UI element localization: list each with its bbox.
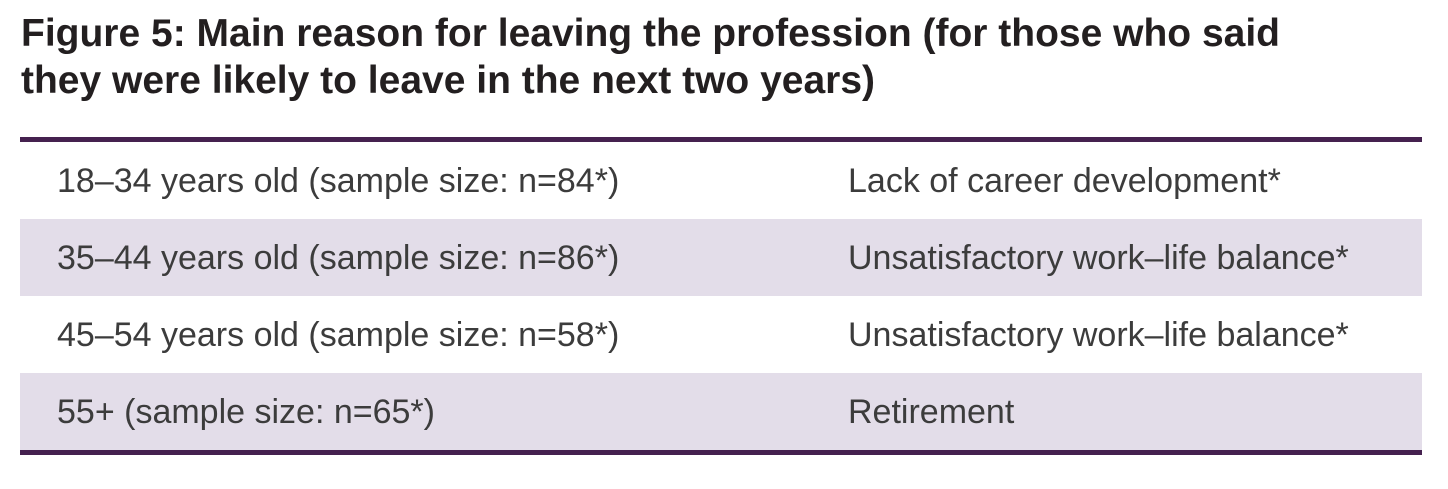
reason-cell: Retirement	[848, 392, 1015, 431]
age-group-cell: 45–54 years old (sample size: n=58*)	[57, 315, 620, 354]
bottom-rule	[20, 450, 1422, 455]
reasons-table: 18–34 years old (sample size: n=84*) Lac…	[20, 142, 1422, 450]
age-group-cell: 18–34 years old (sample size: n=84*)	[57, 161, 620, 200]
top-rule	[20, 137, 1422, 142]
reason-cell: Unsatisfactory work–life balance*	[848, 238, 1349, 277]
table-row: 18–34 years old (sample size: n=84*) Lac…	[20, 142, 1422, 219]
figure-title: Figure 5: Main reason for leaving the pr…	[21, 12, 1281, 102]
table-row: 35–44 years old (sample size: n=86*) Uns…	[20, 219, 1422, 296]
table-row: 45–54 years old (sample size: n=58*) Uns…	[20, 296, 1422, 373]
age-group-cell: 35–44 years old (sample size: n=86*)	[57, 238, 620, 277]
table-row: 55+ (sample size: n=65*) Retirement	[20, 373, 1422, 450]
reason-cell: Unsatisfactory work–life balance*	[848, 315, 1349, 354]
age-group-cell: 55+ (sample size: n=65*)	[57, 392, 435, 431]
reason-cell: Lack of career development*	[848, 161, 1281, 200]
